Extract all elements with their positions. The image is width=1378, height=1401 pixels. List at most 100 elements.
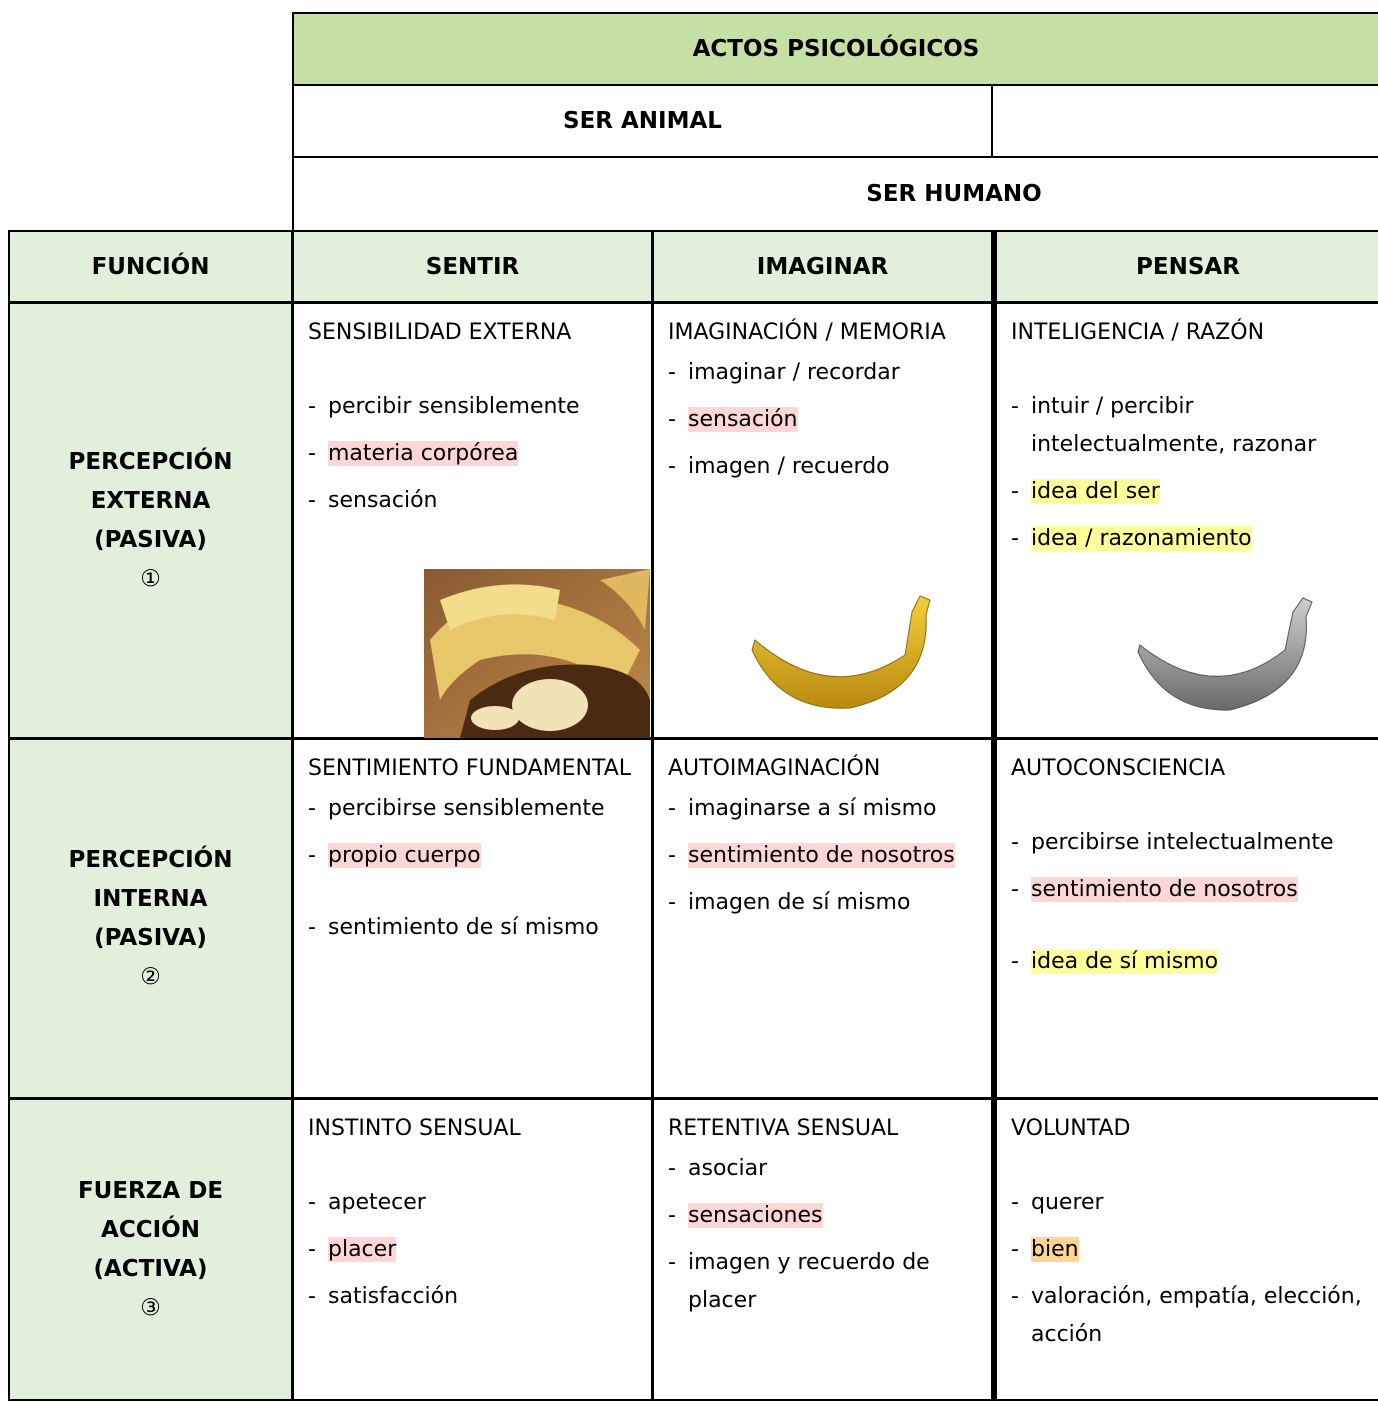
row-label-line: (ACTIVA) <box>93 1255 208 1282</box>
item-text: sensación <box>328 488 438 513</box>
item-text: idea de sí mismo <box>1031 949 1219 974</box>
cell-title: VOLUNTAD <box>1011 1116 1131 1141</box>
item: - propio cuerpo <box>308 837 639 875</box>
item-text-wrap: idea del ser <box>1031 473 1160 511</box>
item: - intuir / percibir intelectualmente, raz… <box>1011 388 1367 464</box>
item: - placer <box>308 1231 639 1269</box>
cell-title: AUTOIMAGINACIÓN <box>668 756 881 781</box>
item-text: propio cuerpo <box>328 843 481 868</box>
item-text-wrap: imaginarse a sí mismo <box>688 790 937 828</box>
animal-cell: SER ANIMAL <box>292 85 993 158</box>
item: - satisfacción <box>308 1278 639 1316</box>
human-cell: SER HUMANO <box>292 157 1378 231</box>
item-text-wrap: asociar <box>688 1150 767 1188</box>
item-text-wrap: sensación <box>688 401 798 439</box>
item-text: intuir / percibir intelectualmente, razo… <box>1031 394 1317 457</box>
row-label-line: ACCIÓN <box>101 1216 200 1243</box>
item: - sensaciones <box>668 1197 979 1235</box>
row-label-line: ① <box>140 565 161 592</box>
item-text-wrap: imagen y recuerdo de placer <box>688 1244 979 1320</box>
item-marker: - <box>668 1156 676 1181</box>
cell-title: SENTIMIENTO FUNDAMENTAL <box>308 756 632 781</box>
cell: RETENTIVA SENSUAL - asociar - sensaciones - im… <box>652 1098 993 1401</box>
item-marker: - <box>668 796 676 821</box>
item-text: percibir sensiblemente <box>328 394 580 419</box>
item-text: materia corpórea <box>328 441 519 466</box>
item: - imagen / recuerdo <box>668 448 979 486</box>
item-text: placer <box>328 1237 397 1262</box>
item-text-wrap: sensación <box>328 482 438 520</box>
item-text-wrap: satisfacción <box>328 1278 458 1316</box>
cell-title: INTELIGENCIA / RAZÓN <box>1011 320 1265 345</box>
cell: AUTOIMAGINACIÓN - imaginarse a sí mismo - se… <box>652 738 993 1099</box>
item: - sensación <box>308 482 639 520</box>
cell-title: AUTOCONSCIENCIA <box>1011 756 1226 781</box>
animal-line <box>992 156 1378 158</box>
item-marker: - <box>1011 877 1019 902</box>
item-text-wrap: sentimiento de sí mismo <box>328 909 599 947</box>
item: - imagen de sí mismo <box>668 884 979 922</box>
item-marker: - <box>1011 949 1019 974</box>
item: - bien <box>1011 1231 1367 1269</box>
item-marker: - <box>668 454 676 479</box>
item: - sensación <box>668 401 979 439</box>
row-label-line: PERCEPCIÓN <box>68 448 233 475</box>
row-label-line: INTERNA <box>93 885 208 912</box>
item-marker: - <box>1011 479 1019 504</box>
item: - idea / razonamiento <box>1011 520 1367 558</box>
column-header: IMAGINAR <box>652 230 993 303</box>
cell-title: IMAGINACIÓN / MEMORIA <box>668 320 946 345</box>
column-header: FUNCIÓN <box>8 230 293 303</box>
item-text-wrap: percibir sensiblemente <box>328 388 580 426</box>
item-text: valoración, empatía, elección, acción <box>1031 1284 1362 1347</box>
item-text-wrap: percibirse sensiblemente <box>328 790 605 828</box>
item-marker: - <box>668 890 676 915</box>
item-text-wrap: imaginar / recordar <box>688 354 900 392</box>
item: - valoración, empatía, elección, acción <box>1011 1278 1367 1354</box>
row-label: PERCEPCIÓN EXTERNA (PASIVA) ① <box>8 302 293 739</box>
row-label: FUERZA DE ACCIÓN (ACTIVA) ③ <box>8 1098 293 1401</box>
item-text-wrap: idea / razonamiento <box>1031 520 1252 558</box>
item-marker: - <box>668 407 676 432</box>
item: - percibirse sensiblemente <box>308 790 639 828</box>
item: - percibirse intelectualmente <box>1011 824 1367 862</box>
item-marker: - <box>308 796 316 821</box>
item-text-wrap: valoración, empatía, elección, acción <box>1031 1278 1367 1354</box>
item: - idea del ser <box>1011 473 1367 511</box>
item-marker: - <box>308 441 316 466</box>
item-marker: - <box>1011 526 1019 551</box>
item-text: idea / razonamiento <box>1031 526 1252 551</box>
item-marker: - <box>308 1237 316 1262</box>
item-text: imagen / recuerdo <box>688 454 890 479</box>
item-text-wrap: sensaciones <box>688 1197 823 1235</box>
item-text-wrap: apetecer <box>328 1184 426 1222</box>
item-marker: - <box>308 1190 316 1215</box>
row-label-line: (PASIVA) <box>94 526 207 553</box>
cell: INSTINTO SENSUAL - apetecer - placer - satisfa… <box>292 1098 653 1401</box>
item-marker: - <box>308 488 316 513</box>
row-label-line: ② <box>140 963 161 990</box>
row-label: PERCEPCIÓN INTERNA (PASIVA) ② <box>8 738 293 1099</box>
item: - imaginarse a sí mismo <box>668 790 979 828</box>
item: - sentimiento de nosotros <box>668 837 979 875</box>
column-header: PENSAR <box>992 230 1378 303</box>
item-marker: - <box>668 1250 676 1275</box>
item-text-wrap: intuir / percibir intelectualmente, razo… <box>1031 388 1367 464</box>
item-text: idea del ser <box>1031 479 1160 504</box>
item: - querer <box>1011 1184 1367 1222</box>
item-text: asociar <box>688 1156 768 1181</box>
cell-title: SENSIBILIDAD EXTERNA <box>308 320 572 345</box>
row-label-line: PERCEPCIÓN <box>68 846 233 873</box>
item-text: imaginar / recordar <box>688 360 900 385</box>
item: - idea de sí mismo <box>1011 943 1367 981</box>
item-marker: - <box>308 394 316 419</box>
column-header: SENTIR <box>292 230 653 303</box>
item-text: apetecer <box>328 1190 426 1215</box>
item-marker: - <box>1011 830 1019 855</box>
item-text: bien <box>1031 1237 1079 1262</box>
item: - asociar <box>668 1150 979 1188</box>
item-text: imagen de sí mismo <box>688 890 911 915</box>
item-text: percibirse intelectualmente <box>1031 830 1334 855</box>
item: - sentimiento de nosotros <box>1011 871 1367 909</box>
item-marker: - <box>668 843 676 868</box>
